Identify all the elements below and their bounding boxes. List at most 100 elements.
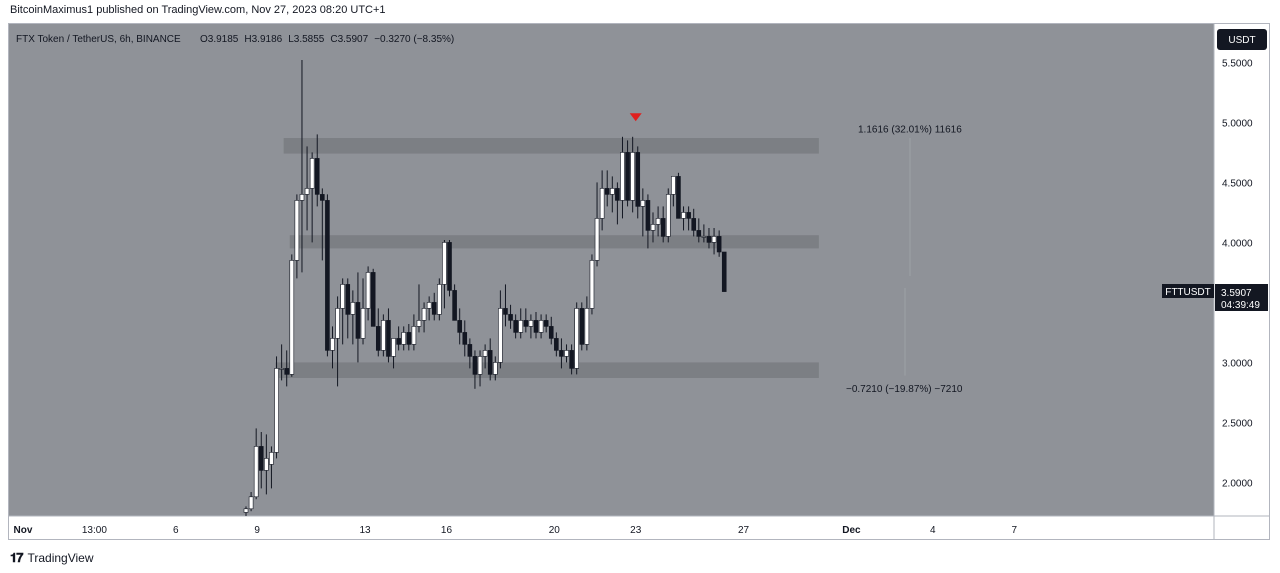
- candle[interactable]: [721, 251, 727, 292]
- candle[interactable]: [620, 136, 625, 219]
- candle[interactable]: [630, 136, 635, 213]
- currency-badge[interactable]: [1217, 29, 1267, 50]
- candle[interactable]: [248, 492, 254, 512]
- candle[interactable]: [457, 308, 462, 345]
- candle[interactable]: [325, 194, 330, 357]
- candle[interactable]: [279, 344, 284, 381]
- candle[interactable]: [304, 146, 310, 231]
- candle[interactable]: [421, 302, 427, 333]
- candle[interactable]: [716, 230, 722, 257]
- candle[interactable]: [579, 302, 585, 351]
- candle[interactable]: [498, 290, 503, 369]
- candle[interactable]: [676, 172, 681, 219]
- candle[interactable]: [477, 350, 483, 387]
- candle[interactable]: [711, 228, 717, 255]
- candle[interactable]: [269, 446, 274, 489]
- candle[interactable]: [284, 350, 290, 387]
- candle[interactable]: [574, 302, 579, 375]
- candle[interactable]: [660, 206, 666, 243]
- candle[interactable]: [386, 308, 391, 363]
- candle[interactable]: [701, 224, 707, 243]
- candle[interactable]: [411, 314, 417, 351]
- candle[interactable]: [391, 338, 396, 369]
- candle[interactable]: [401, 326, 407, 351]
- candle[interactable]: [610, 176, 615, 213]
- candle[interactable]: [615, 182, 620, 225]
- candle[interactable]: [599, 170, 605, 231]
- candle[interactable]: [533, 312, 539, 339]
- candle[interactable]: [320, 188, 325, 261]
- candle[interactable]: [665, 188, 671, 243]
- candle[interactable]: [472, 350, 478, 389]
- candle[interactable]: [650, 212, 656, 243]
- candle[interactable]: [691, 208, 697, 237]
- candle[interactable]: [442, 240, 447, 309]
- candle[interactable]: [243, 506, 249, 516]
- sr-zone[interactable]: [283, 138, 819, 154]
- plot-background[interactable]: [9, 24, 1214, 516]
- candle[interactable]: [640, 188, 646, 237]
- candle[interactable]: [426, 296, 432, 321]
- candle[interactable]: [538, 314, 544, 339]
- candle[interactable]: [589, 254, 595, 315]
- candle[interactable]: [381, 314, 386, 357]
- sr-zone[interactable]: [289, 235, 819, 249]
- candle[interactable]: [294, 194, 300, 279]
- candle[interactable]: [335, 296, 340, 387]
- candle[interactable]: [645, 194, 651, 249]
- candle[interactable]: [584, 296, 590, 351]
- candle[interactable]: [258, 432, 264, 489]
- candle[interactable]: [274, 356, 279, 459]
- candle[interactable]: [406, 324, 412, 351]
- candle[interactable]: [696, 218, 702, 243]
- candle[interactable]: [554, 332, 559, 357]
- candle[interactable]: [655, 206, 661, 237]
- candle[interactable]: [396, 326, 401, 351]
- candle[interactable]: [375, 308, 381, 357]
- candle[interactable]: [452, 284, 457, 321]
- candle[interactable]: [625, 140, 630, 207]
- sr-zone[interactable]: [275, 362, 819, 378]
- candle[interactable]: [355, 272, 361, 363]
- candle[interactable]: [706, 228, 712, 249]
- candle[interactable]: [309, 152, 315, 243]
- candle[interactable]: [264, 434, 269, 495]
- candle[interactable]: [487, 338, 493, 381]
- candle[interactable]: [559, 338, 564, 369]
- candle[interactable]: [482, 344, 488, 369]
- candle[interactable]: [467, 338, 473, 369]
- candle[interactable]: [492, 356, 498, 381]
- candle[interactable]: [604, 170, 610, 207]
- candle[interactable]: [437, 278, 442, 321]
- candle[interactable]: [594, 182, 600, 267]
- candle[interactable]: [513, 314, 518, 339]
- candle[interactable]: [447, 240, 452, 297]
- candle[interactable]: [416, 284, 422, 333]
- candle[interactable]: [370, 268, 376, 327]
- candle[interactable]: [330, 326, 335, 369]
- candle[interactable]: [528, 314, 534, 339]
- candle[interactable]: [569, 344, 574, 375]
- candle[interactable]: [340, 278, 345, 345]
- candle[interactable]: [564, 344, 569, 363]
- candle[interactable]: [548, 316, 554, 345]
- candle[interactable]: [686, 206, 691, 231]
- candle[interactable]: [314, 134, 320, 207]
- candle[interactable]: [462, 320, 468, 357]
- candle[interactable]: [681, 206, 686, 231]
- candle[interactable]: [431, 292, 437, 321]
- candle[interactable]: [365, 266, 371, 321]
- candle[interactable]: [671, 176, 676, 207]
- candle[interactable]: [508, 304, 513, 329]
- candle[interactable]: [289, 254, 295, 377]
- candle[interactable]: [345, 278, 351, 339]
- candle[interactable]: [253, 428, 259, 500]
- candle[interactable]: [360, 278, 366, 345]
- candle[interactable]: [523, 308, 529, 333]
- candle[interactable]: [503, 284, 508, 327]
- candle[interactable]: [543, 314, 549, 333]
- candle[interactable]: [635, 146, 641, 219]
- candle[interactable]: [350, 290, 356, 345]
- candle[interactable]: [299, 60, 305, 273]
